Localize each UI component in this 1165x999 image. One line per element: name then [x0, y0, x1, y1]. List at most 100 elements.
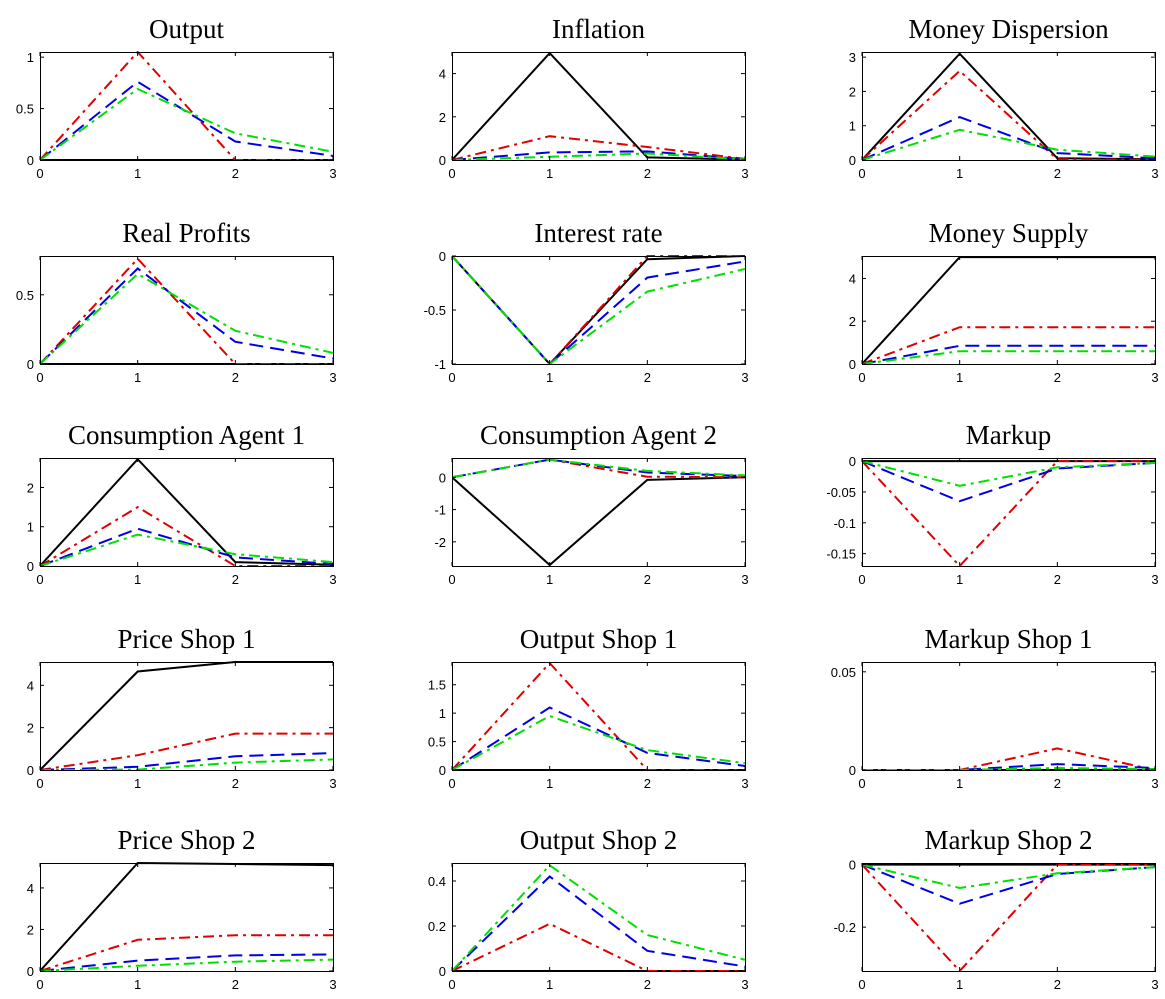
chart-panel-7: Consumption Agent 1 0 1 2 3 0 1 2 [27, 420, 337, 587]
y-tick-label: 4 [27, 678, 34, 693]
chart-panel-10: Price Shop 1 0 1 2 3 0 2 4 [27, 624, 337, 791]
plot-frame [40, 52, 334, 161]
series-group [452, 255, 745, 365]
series-line-blue [862, 116, 1155, 161]
y-tick-label: 0.5 [428, 735, 446, 750]
plot-frame [452, 863, 746, 972]
chart-panel-2: Inflation 0 1 2 3 0 2 4 [439, 14, 749, 181]
x-tick-label: 1 [956, 370, 963, 385]
series-line-red [862, 326, 1155, 365]
series-line-red [40, 257, 333, 365]
chart-panel-4: Real Profits 0 1 2 3 0 0.5 [16, 218, 337, 385]
x-tick-label: 1 [546, 166, 553, 181]
x-tick-label: 0 [448, 977, 455, 992]
series-group [862, 460, 1155, 567]
series-line-green [862, 128, 1155, 161]
y-tick-label: -0.2 [834, 920, 856, 935]
y-tick-label: 0 [27, 357, 34, 372]
x-tick-label: 2 [232, 370, 239, 385]
chart-title: Output [149, 14, 225, 44]
x-tick-label: 0 [858, 370, 865, 385]
series-line-blue [452, 150, 745, 161]
x-tick-label: 1 [134, 166, 141, 181]
x-tick-label: 3 [741, 776, 748, 791]
x-tick-label: 3 [741, 977, 748, 992]
x-tick-label: 1 [546, 776, 553, 791]
x-tick-label: 1 [134, 977, 141, 992]
x-tick-label: 2 [644, 977, 651, 992]
x-tick-label: 3 [329, 370, 336, 385]
y-tick-label: 1 [27, 50, 34, 65]
series-group [40, 457, 333, 567]
series-line-red [862, 747, 1155, 771]
series-group [40, 51, 333, 161]
series-line-blue [452, 875, 745, 972]
y-tick-label: -1 [434, 357, 446, 372]
x-tick-label: 2 [644, 776, 651, 791]
series-group [862, 863, 1155, 972]
series-line-red [40, 505, 333, 567]
chart-title: Price Shop 2 [118, 825, 256, 855]
y-tick-label: 1 [439, 706, 446, 721]
y-tick-label: 0 [439, 763, 446, 778]
chart-title: Output Shop 1 [520, 624, 678, 654]
plot-frame [862, 256, 1156, 365]
y-tick-label: 0 [849, 153, 856, 168]
x-tick-label: 0 [448, 776, 455, 791]
y-tick-label: 4 [27, 881, 34, 896]
x-tick-label: 1 [134, 776, 141, 791]
y-tick-label: 0.2 [428, 919, 446, 934]
x-tick-label: 3 [741, 166, 748, 181]
series-line-green [40, 758, 333, 771]
series-line-red [452, 661, 745, 771]
y-tick-label: 0.5 [16, 288, 34, 303]
x-tick-label: 0 [36, 166, 43, 181]
series-group [40, 862, 333, 972]
x-tick-label: 1 [546, 977, 553, 992]
y-tick-label: 0 [439, 249, 446, 264]
x-tick-label: 3 [1151, 572, 1158, 587]
y-tick-label: 0 [849, 357, 856, 372]
series-line-red [862, 863, 1155, 972]
x-tick-label: 0 [858, 572, 865, 587]
series-line-green [452, 714, 745, 771]
series-line-blue [40, 267, 333, 365]
x-tick-label: 0 [448, 370, 455, 385]
plot-frame [452, 52, 746, 161]
series-line-red [40, 732, 333, 771]
y-tick-label: 4 [849, 271, 856, 286]
x-tick-label: 2 [1054, 370, 1061, 385]
y-tick-label: -0.15 [826, 547, 856, 562]
series-line-blue [40, 953, 333, 972]
series-line-black [862, 52, 1155, 161]
y-tick-label: 0.5 [16, 102, 34, 117]
y-tick-label: 0 [849, 763, 856, 778]
chart-panel-3: Money Dispersion 0 1 2 3 0 1 2 3 [849, 14, 1159, 181]
chart-panel-1: Output 0 1 2 3 0 0.5 1 [16, 14, 337, 181]
series-line-green [40, 87, 333, 161]
x-tick-label: 1 [956, 977, 963, 992]
y-tick-label: -0.1 [834, 516, 856, 531]
series-line-blue [862, 863, 1155, 905]
plot-frame [40, 458, 334, 567]
x-tick-label: 1 [134, 370, 141, 385]
series-line-black [452, 476, 745, 567]
y-tick-label: 0.05 [831, 665, 856, 680]
series-group [40, 257, 333, 365]
plot-frame [862, 662, 1156, 771]
x-tick-label: 3 [329, 166, 336, 181]
x-tick-label: 3 [1151, 370, 1158, 385]
x-tick-label: 2 [232, 572, 239, 587]
x-tick-label: 2 [644, 572, 651, 587]
series-line-green [862, 460, 1155, 487]
x-tick-label: 0 [448, 166, 455, 181]
chart-title: Consumption Agent 2 [480, 420, 717, 450]
x-tick-label: 2 [232, 166, 239, 181]
series-line-black [862, 256, 1155, 365]
x-tick-label: 3 [741, 572, 748, 587]
series-line-green [40, 533, 333, 567]
y-tick-label: 0 [439, 153, 446, 168]
x-tick-label: 2 [232, 776, 239, 791]
series-line-green [862, 863, 1155, 890]
